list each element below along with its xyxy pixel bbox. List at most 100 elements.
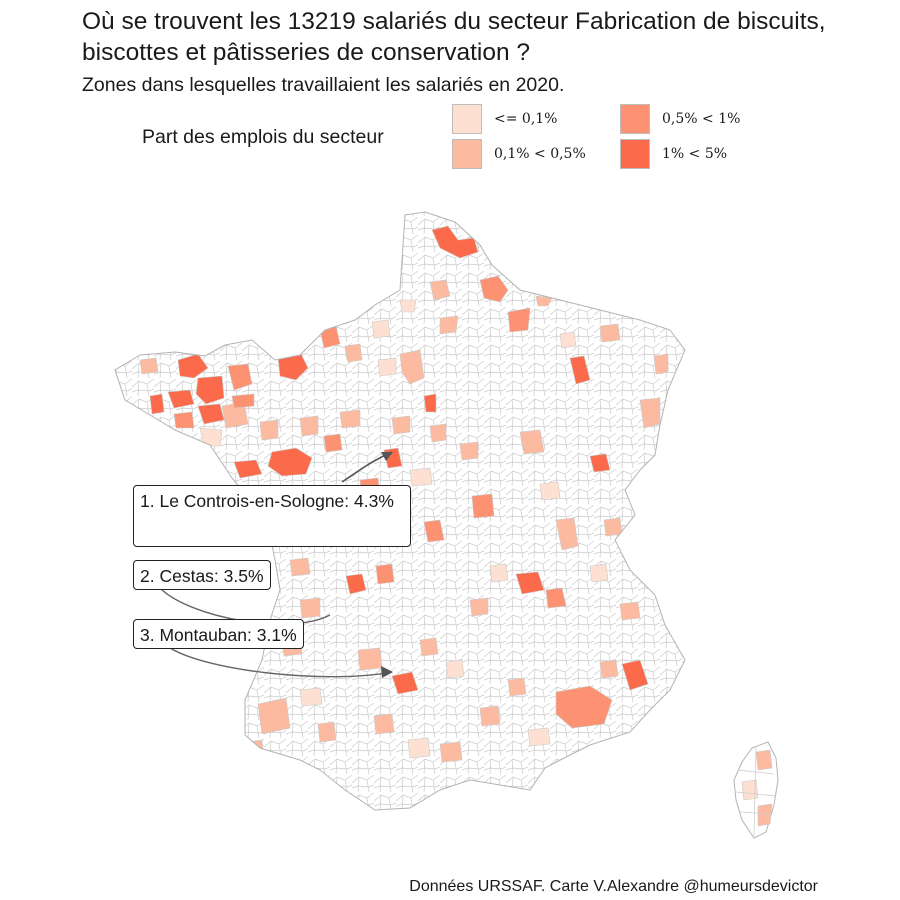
zone-shaded [319,325,341,349]
zone-shaded [445,659,465,679]
legend-label: 1% < 5% [662,146,728,162]
zone-shaded [345,573,367,595]
legend-item-0-5-1: 0,5% < 1% [620,104,740,134]
zone-shaded [233,459,263,479]
legend-swatch [452,104,482,134]
zone-shaded [399,349,425,385]
legend-title: Part des emplois du secteur [142,126,384,148]
map-title: Où se trouvent les 13219 salariés du sec… [82,8,826,66]
shaded-zones [139,225,669,763]
callout-rank-2: 2. Cestas: 3.5% [133,560,271,590]
zone-shaded [545,587,567,609]
zone-shaded [589,453,611,473]
zone-shaded [419,637,439,657]
zone-shaded [149,393,165,415]
zone-shaded [569,355,591,385]
zone-shaded [555,517,579,551]
zone-shaded [439,741,463,763]
legend-label: 0,1% < 0,5% [494,146,586,162]
legend-label: <= 0,1% [494,111,558,127]
zone-shaded [527,727,551,747]
zone-shaded [299,597,321,619]
zone-shaded [373,713,395,735]
zone-shaded [173,411,195,429]
zone-shaded [257,697,291,735]
zone-shaded [227,363,253,391]
legend-label: 0,5% < 1% [662,111,741,127]
zone-shaded [357,647,383,671]
zone-shaded [371,319,391,339]
callout-text: 2. Cestas: 3.5% [140,566,264,586]
zone-shaded [519,429,545,455]
zone-shaded [407,737,431,759]
zone-shaded [299,687,323,707]
zone-shaded [429,423,447,443]
map-subtitle: Zones dans lesquelles travaillaient les … [82,74,565,96]
zone-shaded [257,295,287,339]
zone-shaded [423,519,445,543]
legend-swatch [620,139,650,169]
zone-shaded [317,721,337,743]
zone-shaded [323,433,343,453]
zone-shaded [489,563,509,583]
callout-text: 3. Montauban: 3.1% [140,625,297,645]
zone-shaded [231,393,255,409]
zone-shaded [339,409,361,429]
zone-shaded [507,307,531,333]
zone-shaded [603,517,623,537]
zone-shaded [409,467,433,487]
source-caption: Données URSSAF. Carte V.Alexandre @humeu… [409,878,818,895]
zone-shaded [621,659,649,691]
zone-shaded [344,343,363,363]
zone-shaded [399,299,417,313]
zone-shaded [755,749,773,771]
zone-shaded [245,739,265,759]
zone-shaded [539,481,561,501]
zone-shaded [377,357,397,377]
zone-shaded [589,563,609,583]
zone-shaded [139,357,159,375]
zone-shaded [267,447,313,477]
zone-shaded [429,279,451,301]
zone-shaded [507,677,527,697]
zone-shaded [299,415,319,437]
zone-shaded [479,705,501,727]
zone-shaded [653,353,669,375]
zone-shaded [559,331,577,349]
zone-shaded [375,563,395,585]
legend-swatch [620,104,650,134]
callout-rank-3: 3. Montauban: 3.1% [133,619,304,649]
zone-shaded [423,393,437,413]
zone-shaded [167,389,195,409]
legend-item-0-1-0-5: 0,1% < 0,5% [452,139,586,169]
zone-shaded [741,779,759,801]
zone-shaded [469,597,489,617]
zone-shaded [535,295,553,307]
zone-shaded [555,685,613,729]
zone-shaded [391,415,411,435]
zone-shaded [431,225,479,259]
zone-shaded [619,601,641,621]
zone-shaded [471,493,495,519]
legend-item-le-0-1: <= 0,1% [452,104,557,134]
zone-shaded [289,557,311,577]
zone-shaded [459,441,479,461]
zone-shaded [639,717,661,735]
zone-shaded [515,571,545,595]
zone-shaded [195,375,225,405]
zone-shaded [199,427,223,447]
corsica [733,741,779,839]
zone-shaded [197,403,225,425]
callout-text: 1. Le Controis-en-Sologne: 4.3% [140,491,394,511]
zone-shaded [439,315,459,335]
legend-swatch [452,139,482,169]
zone-shaded [757,803,773,827]
zone-shaded [391,671,419,695]
zone-shaded [479,275,509,303]
legend-item-1-5: 1% < 5% [620,139,727,169]
zone-shaded [599,323,621,343]
callout-rank-1: 1. Le Controis-en-Sologne: 4.3% [133,485,411,547]
zone-shaded [599,659,619,679]
zone-shaded [259,419,279,441]
